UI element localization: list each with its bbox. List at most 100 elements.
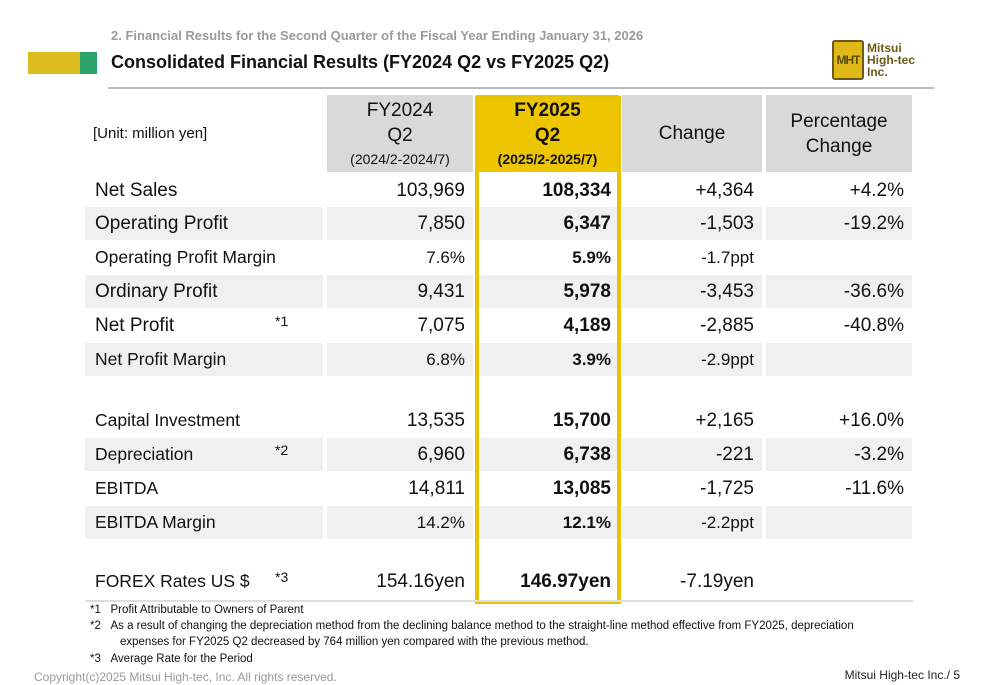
- table-cell: 7,075: [417, 314, 465, 336]
- column-header: FY2025 Q2 (2025/2-2025/7): [476, 95, 619, 172]
- row-label-text: Net Profit: [95, 314, 175, 336]
- table-cell: 5.9%: [572, 247, 611, 267]
- column-header-line: Change: [805, 135, 873, 157]
- unit-label: [Unit: million yen]: [93, 125, 208, 142]
- row-label: Depreciation *2: [85, 438, 323, 471]
- row-label-text: EBITDA: [95, 478, 159, 498]
- row-label: Operating Profit: [85, 207, 323, 240]
- row-label: Capital Investment: [85, 404, 323, 437]
- row-label-text: Operating Profit Margin: [95, 247, 276, 267]
- column-header-line: Q2: [534, 124, 561, 146]
- row-label-text: Depreciation: [95, 444, 194, 464]
- row-label: EBITDA: [85, 472, 323, 505]
- footnote-ref: *1: [275, 313, 289, 329]
- table-cell: +2,165: [695, 409, 754, 431]
- logo-line: High-tec: [867, 53, 915, 67]
- company-logo: MHT Mitsui High-tec Inc.: [832, 40, 915, 80]
- table-cell: 6,738: [476, 438, 619, 471]
- table-cell: -2.9ppt: [622, 343, 762, 376]
- table-cell: -40.8%: [843, 314, 904, 336]
- table-bottom-line: [85, 600, 913, 602]
- table-cell: -19.2%: [766, 207, 912, 240]
- row-label-text: Capital Investment: [95, 410, 240, 430]
- footnote-1: *1 Profit Attributable to Owners of Pare…: [90, 604, 304, 616]
- table-cell: -3,453: [622, 275, 762, 308]
- column-header: Change: [622, 95, 762, 172]
- column-header-line: (2025/2-2025/7): [497, 150, 598, 167]
- row-label: Operating Profit Margin: [85, 241, 323, 274]
- footnote-2-cont: expenses for FY2025 Q2 decreased by 764 …: [120, 636, 589, 648]
- table-cell: [766, 565, 912, 598]
- logo-line: Inc.: [867, 65, 888, 79]
- table-cell: [766, 343, 912, 376]
- page-number: Mitsui High-tec Inc./ 5: [844, 668, 960, 682]
- table-cell: -2.2ppt: [622, 506, 762, 539]
- table-cell: -1,725: [700, 477, 754, 499]
- table-cell: 4,189: [563, 314, 611, 336]
- table-cell: 9,431: [327, 275, 473, 308]
- table-cell: +4,364: [695, 179, 754, 201]
- row-label: Net Profit Margin: [85, 343, 323, 376]
- table-cell: -36.6%: [766, 275, 912, 308]
- table-cell: 5,978: [476, 275, 619, 308]
- table-cell: [766, 506, 912, 539]
- table-cell: 12.1%: [476, 506, 619, 539]
- column-header: FY2024 Q2 (2024/2-2024/7): [327, 95, 473, 172]
- footnote-ref: *2: [275, 442, 289, 458]
- table-cell: 103,969: [396, 179, 465, 201]
- table-cell: 14.2%: [327, 506, 473, 539]
- copyright: Copyright(c)2025 Mitsui High-tec, Inc. A…: [34, 670, 337, 684]
- footnote-ref: *3: [275, 569, 289, 585]
- table-cell: -11.6%: [845, 477, 904, 499]
- logo-line: Mitsui: [867, 41, 902, 55]
- page-title: Consolidated Financial Results (FY2024 Q…: [111, 52, 610, 72]
- footnote-3: *3 Average Rate for the Period: [90, 653, 253, 665]
- column-header-line: FY2024: [366, 99, 434, 121]
- table-cell: +16.0%: [839, 409, 904, 431]
- column-header-line: FY2025: [514, 99, 581, 121]
- row-label-text: Ordinary Profit: [95, 280, 218, 302]
- footnote-2: *2 As a result of changing the depreciat…: [90, 620, 854, 632]
- row-label: Net Sales: [85, 174, 323, 207]
- table-cell: 13,085: [552, 477, 611, 499]
- column-header: Percentage Change: [766, 95, 912, 172]
- table-cell: 14,811: [408, 477, 465, 499]
- table-cell: 7.6%: [426, 247, 465, 267]
- title-accent-bar: [28, 52, 80, 74]
- row-label: FOREX Rates US $ *3: [85, 565, 323, 598]
- title-accent-bar-green: [80, 52, 97, 74]
- table-cell: [766, 241, 912, 274]
- row-label-text: Operating Profit: [95, 212, 229, 234]
- table-cell: -7.19yen: [680, 570, 754, 592]
- table-cell: 6,960: [327, 438, 473, 471]
- column-header-line: Q2: [387, 124, 413, 146]
- row-label-text: EBITDA Margin: [95, 512, 216, 532]
- table-cell: 146.97yen: [520, 570, 611, 592]
- row-label-text: FOREX Rates US $: [95, 571, 250, 591]
- table-cell: 13,535: [406, 409, 465, 431]
- row-label-text: Net Profit Margin: [95, 349, 227, 369]
- table-cell: -2,885: [700, 314, 754, 336]
- table-cell: -3.2%: [766, 438, 912, 471]
- table-cell: -1,503: [622, 207, 762, 240]
- row-label: Ordinary Profit: [85, 275, 323, 308]
- table-cell: -1.7ppt: [701, 247, 754, 267]
- row-label: EBITDA Margin: [85, 506, 323, 539]
- table-cell: 6.8%: [327, 343, 473, 376]
- section-heading: 2. Financial Results for the Second Quar…: [111, 28, 644, 43]
- column-header-line: (2024/2-2024/7): [350, 150, 450, 167]
- table-cell: +4.2%: [849, 179, 904, 201]
- logo-mark: MHT: [832, 40, 864, 80]
- row-label-text: Net Sales: [95, 179, 178, 201]
- column-header-line: Change: [658, 123, 726, 144]
- row-label: Net Profit *1: [85, 309, 323, 342]
- table-cell: 15,700: [552, 409, 611, 431]
- table-cell: -221: [622, 438, 762, 471]
- title-divider: [108, 87, 934, 89]
- table-cell: 6,347: [476, 207, 619, 240]
- table-cell: 154.16yen: [376, 570, 465, 592]
- table-cell: 108,334: [542, 179, 611, 201]
- column-header-line: Percentage: [790, 110, 888, 132]
- table-cell: 7,850: [327, 207, 473, 240]
- table-cell: 3.9%: [476, 343, 619, 376]
